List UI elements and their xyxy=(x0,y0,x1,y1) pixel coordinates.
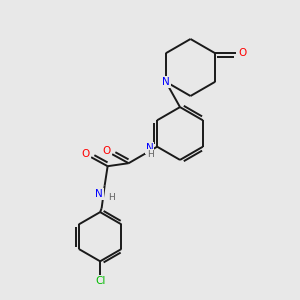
Text: H: H xyxy=(108,193,114,202)
Text: O: O xyxy=(82,149,90,159)
Text: N: N xyxy=(95,189,103,199)
Text: O: O xyxy=(238,48,246,58)
Text: Cl: Cl xyxy=(95,276,105,286)
Text: O: O xyxy=(103,146,111,156)
Text: N: N xyxy=(146,143,154,153)
Text: H: H xyxy=(147,150,154,159)
Text: N: N xyxy=(162,77,170,87)
